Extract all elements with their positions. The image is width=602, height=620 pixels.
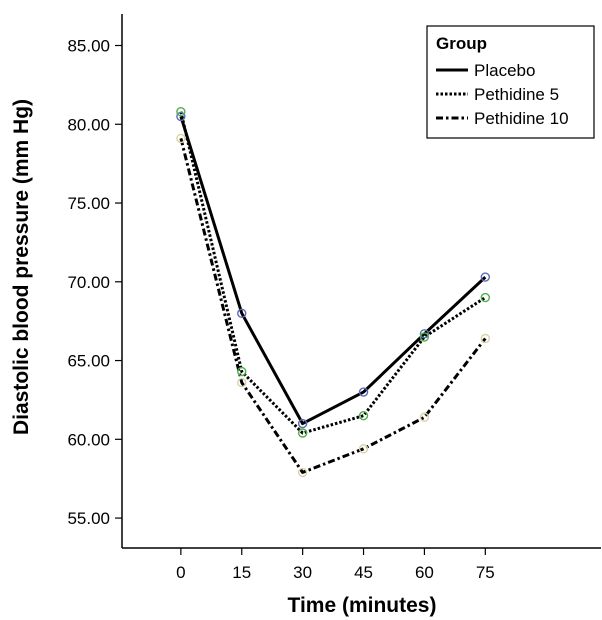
data-point-pethidine-10: [297, 467, 308, 478]
data-point-placebo: [480, 272, 491, 282]
legend-label: Pethidine 5: [474, 85, 559, 104]
x-tick-label: 15: [232, 563, 251, 582]
legend-items: Placebo Pethidine 5 Pethidine 10: [436, 61, 569, 128]
data-point-pethidine-5: [358, 410, 369, 421]
data-point-pethidine-5: [176, 106, 186, 117]
y-tick-label: 80.00: [67, 115, 110, 134]
y-axis-title: Diastolic blood pressure (mm Hg): [10, 99, 33, 435]
data-point-pethidine-10: [480, 333, 491, 344]
legend-title: Group: [436, 34, 487, 53]
legend-label: Pethidine 10: [474, 109, 569, 128]
y-tick-label: 75.00: [67, 194, 110, 213]
x-tick-label: 75: [476, 563, 495, 582]
y-tick-label: 85.00: [67, 37, 110, 56]
series-markers: [176, 106, 491, 478]
data-point-placebo: [419, 329, 430, 339]
series-line-placebo: [179, 115, 487, 426]
y-tick-label: 70.00: [67, 273, 110, 292]
data-point-pethidine-10: [176, 133, 186, 144]
series-lines: [179, 111, 487, 474]
x-axis-ticks: 0 15 30 45 60 75: [176, 548, 495, 582]
y-axis-ticks: 55.00 60.00 65.00 70.00 75.00 80.00 85.00: [67, 37, 122, 528]
data-point-pethidine-5: [419, 332, 430, 342]
data-point-pethidine-10: [237, 377, 247, 388]
x-axis-title: Time (minutes): [288, 594, 437, 617]
data-point-placebo: [297, 418, 308, 429]
legend: Group Placebo Pethidine 5 Pethidine 10: [426, 25, 595, 139]
data-point-placebo: [176, 111, 186, 122]
data-point-pethidine-5: [237, 366, 247, 377]
y-tick-label: 60.00: [67, 430, 110, 449]
y-tick-label: 55.00: [67, 509, 110, 528]
data-point-pethidine-10: [419, 412, 430, 422]
x-tick-label: 60: [415, 563, 434, 582]
series-line-pethidine-5: [179, 111, 487, 435]
x-tick-label: 45: [354, 563, 373, 582]
y-tick-label: 65.00: [67, 352, 110, 371]
data-point-pethidine-5: [480, 292, 491, 303]
x-tick-label: 30: [293, 563, 312, 582]
data-point-pethidine-10: [358, 444, 369, 454]
data-point-placebo: [358, 387, 369, 397]
data-point-placebo: [237, 308, 247, 318]
legend-label: Placebo: [474, 61, 535, 80]
x-tick-label: 0: [176, 563, 185, 582]
data-point-pethidine-5: [297, 428, 308, 438]
series-line-pethidine-10: [179, 138, 487, 474]
